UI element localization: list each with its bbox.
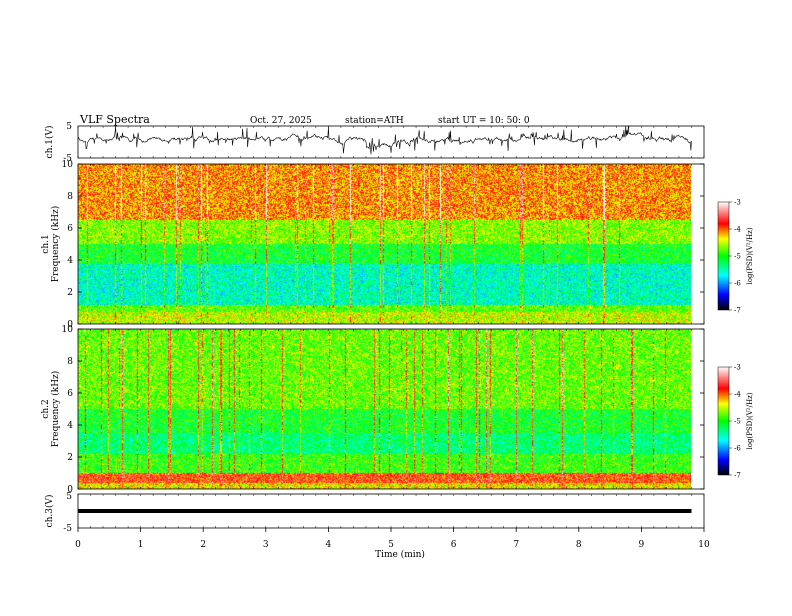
ch1-voltage-line — [77, 125, 692, 155]
figure-title: VLF Spectra — [79, 113, 150, 126]
ch3-voltage-line — [78, 509, 692, 513]
ch3-voltage-trace — [78, 509, 692, 513]
time-axis-tick-label: 4 — [326, 540, 332, 550]
ch1-colorbar-tick-label: -4 — [734, 226, 741, 234]
ch1-colorbar-ticks: -3 -4 -5 -6 -7 — [729, 199, 741, 315]
ch2-colorbar-tick-label: -7 — [734, 472, 741, 480]
ch2-spectrogram-ytick-label: 10 — [62, 325, 74, 335]
ch1-spectrogram-raster — [78, 164, 691, 324]
time-axis-tick-label: 5 — [388, 540, 394, 550]
ch1-colorbar-tick-label: -5 — [734, 253, 741, 261]
time-axis-tick-label: 10 — [698, 540, 710, 550]
ch2-colorbar-label: log(PSD)(V²/Hz) — [746, 392, 754, 449]
time-axis-tick-label: 3 — [263, 540, 269, 550]
ch2-colorbar-scale — [717, 366, 730, 476]
ch1-spectrogram-ytick-label: 10 — [62, 160, 74, 170]
time-axis-label: Time (min) — [375, 549, 425, 560]
ch2-colorbar-tick-label: -4 — [734, 391, 741, 399]
ch2-spectrogram-ytick-label: 8 — [67, 357, 73, 367]
time-axis-tick-label: 1 — [138, 540, 144, 550]
time-axis: 0 1 2 3 4 5 6 7 8 9 10 — [75, 126, 710, 550]
ch1-colorbar-tick-label: -6 — [734, 280, 741, 288]
time-axis-tick-label: 2 — [200, 540, 206, 550]
station-label: station=ATH — [345, 116, 404, 126]
ch1-colorbar: -3 -4 -5 -6 -7 log(PSD)(V²/Hz) — [717, 199, 754, 315]
ch2-colorbar-tick-label: -5 — [734, 418, 741, 426]
ch1-colorbar-tick-label: -7 — [734, 307, 741, 315]
ch1-voltage-ylabel: ch.1(V) — [44, 126, 55, 159]
ch3-ytick-top: 5 — [66, 492, 72, 502]
ch2-colorbar-ticks: -3 -4 -5 -6 -7 — [729, 364, 741, 480]
time-axis-tick-label: 0 — [75, 540, 81, 550]
ch2-spectrogram-ytick-label: 2 — [67, 453, 73, 463]
ch2-spectrogram-ylabel-channel: ch.2 — [41, 399, 51, 418]
ch1-spectrogram-panel: 0 2 4 6 8 10 ch.1 Frequency (kHz) — [41, 160, 705, 330]
ch1-spectrogram-ylabel-frequency: Frequency (kHz) — [50, 206, 61, 283]
ch2-spectrogram-image — [78, 329, 691, 489]
ch1-colorbar-scale — [717, 201, 730, 311]
ch1-colorbar-tick-label: -3 — [734, 199, 741, 207]
ch3-ytick-bottom: -5 — [63, 524, 72, 534]
ch1-ytick-bottom: -5 — [63, 154, 72, 164]
ch1-spectrogram-image — [78, 164, 691, 324]
ch2-spectrogram-ytick-label: 6 — [67, 389, 73, 399]
ch2-colorbar: -3 -4 -5 -6 -7 log(PSD)(V²/Hz) — [717, 364, 754, 480]
ch2-spectrogram-ytick-label: 0 — [67, 485, 73, 495]
ch1-colorbar-label: log(PSD)(V²/Hz) — [746, 227, 754, 284]
ch2-spectrogram-ytick-label: 4 — [67, 421, 73, 431]
ch1-spectrogram-yticks: 0 2 4 6 8 10 — [62, 160, 704, 330]
ch1-spectrogram-ytick-label: 0 — [67, 320, 73, 330]
ch2-spectrogram-panel: 0 2 4 6 8 10 ch.2 Frequency (kHz) — [41, 325, 705, 495]
start-ut-label: start UT = 10: 50: 0 — [438, 116, 530, 126]
ch2-spectrogram-ylabel-frequency: Frequency (kHz) — [50, 371, 61, 448]
ch1-spectrogram-ytick-label: 2 — [67, 288, 73, 298]
date-label: Oct. 27, 2025 — [250, 116, 312, 126]
ch2-spectrogram-raster — [78, 329, 691, 489]
ch2-spectrogram-yticks: 0 2 4 6 8 10 — [62, 325, 704, 495]
time-axis-tick-label: 7 — [513, 540, 519, 550]
ch1-spectrogram-ytick-label: 6 — [67, 224, 73, 234]
ch1-voltage-trace — [77, 125, 692, 155]
ch2-colorbar-tick-label: -3 — [734, 364, 741, 372]
time-axis-tick-label: 8 — [576, 540, 582, 550]
ch1-spectrogram-ylabel-channel: ch.1 — [41, 234, 51, 253]
ch1-voltage-panel: 5 -5 ch.1(V) — [44, 122, 705, 164]
ch1-voltage-frame — [77, 125, 705, 159]
time-axis-tick-label: 9 — [639, 540, 645, 550]
ch1-spectrogram-ytick-label: 8 — [67, 192, 73, 202]
ch3-voltage-ylabel: ch.3(V) — [44, 495, 55, 528]
time-axis-tick-label: 6 — [451, 540, 457, 550]
ch1-spectrogram-ytick-label: 4 — [67, 256, 73, 266]
ch2-colorbar-tick-label: -6 — [734, 445, 741, 453]
ch3-voltage-panel: 5 -5 ch.3(V) — [44, 492, 705, 534]
ch1-ytick-top: 5 — [66, 122, 72, 132]
